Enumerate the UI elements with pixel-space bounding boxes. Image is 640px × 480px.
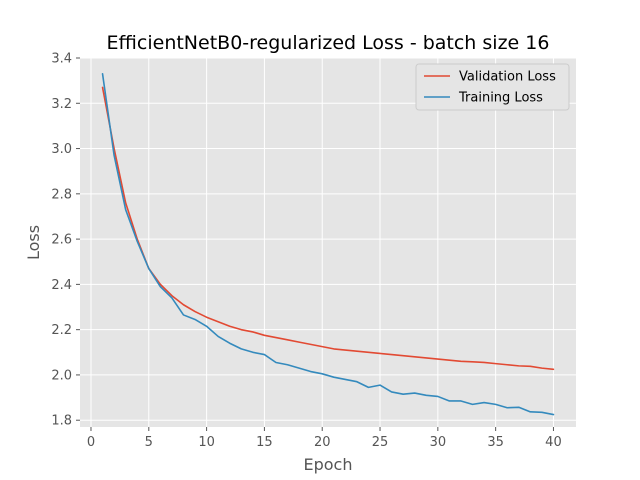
x-tick-label: 10 [198, 435, 215, 450]
y-tick-label: 3.0 [51, 142, 72, 157]
y-tick-label: 3.4 [51, 52, 72, 67]
y-axis-label: Loss [24, 225, 43, 260]
y-tick-label: 1.8 [51, 414, 72, 429]
plot-area [80, 58, 576, 427]
series-line-validation-loss [101, 86, 555, 371]
y-tick-label: 2.2 [51, 323, 72, 338]
legend: Validation Loss Training Loss [415, 63, 570, 111]
legend-entry: Training Loss [458, 91, 543, 106]
x-tick-label: 30 [430, 435, 447, 450]
y-axis-ticks: 1.8 2.0 2.2 2.4 2.6 2.8 3.0 3.2 3.4 [51, 52, 80, 429]
x-tick-label: 5 [145, 435, 153, 450]
series-line-training-loss [101, 73, 555, 416]
x-tick-label: 15 [256, 435, 273, 450]
x-tick-label: 35 [487, 435, 504, 450]
y-tick-label: 2.6 [51, 233, 72, 248]
legend-entry: Validation Loss [459, 70, 556, 85]
x-tick-label: 0 [87, 435, 95, 450]
x-tick-label: 25 [372, 435, 389, 450]
y-tick-label: 2.0 [51, 368, 72, 383]
chart-title: EfficientNetB0-regularized Loss - batch … [107, 32, 550, 54]
x-tick-label: 20 [314, 435, 331, 450]
x-tick-label: 40 [545, 435, 562, 450]
y-tick-label: 2.8 [51, 187, 72, 202]
x-axis-ticks: 0 5 10 15 20 25 30 35 40 [87, 427, 562, 450]
y-tick-label: 3.2 [51, 97, 72, 112]
series-lines [101, 73, 555, 416]
x-axis-label: Epoch [304, 455, 353, 474]
y-tick-label: 2.4 [51, 278, 72, 293]
legend-box [415, 63, 570, 111]
